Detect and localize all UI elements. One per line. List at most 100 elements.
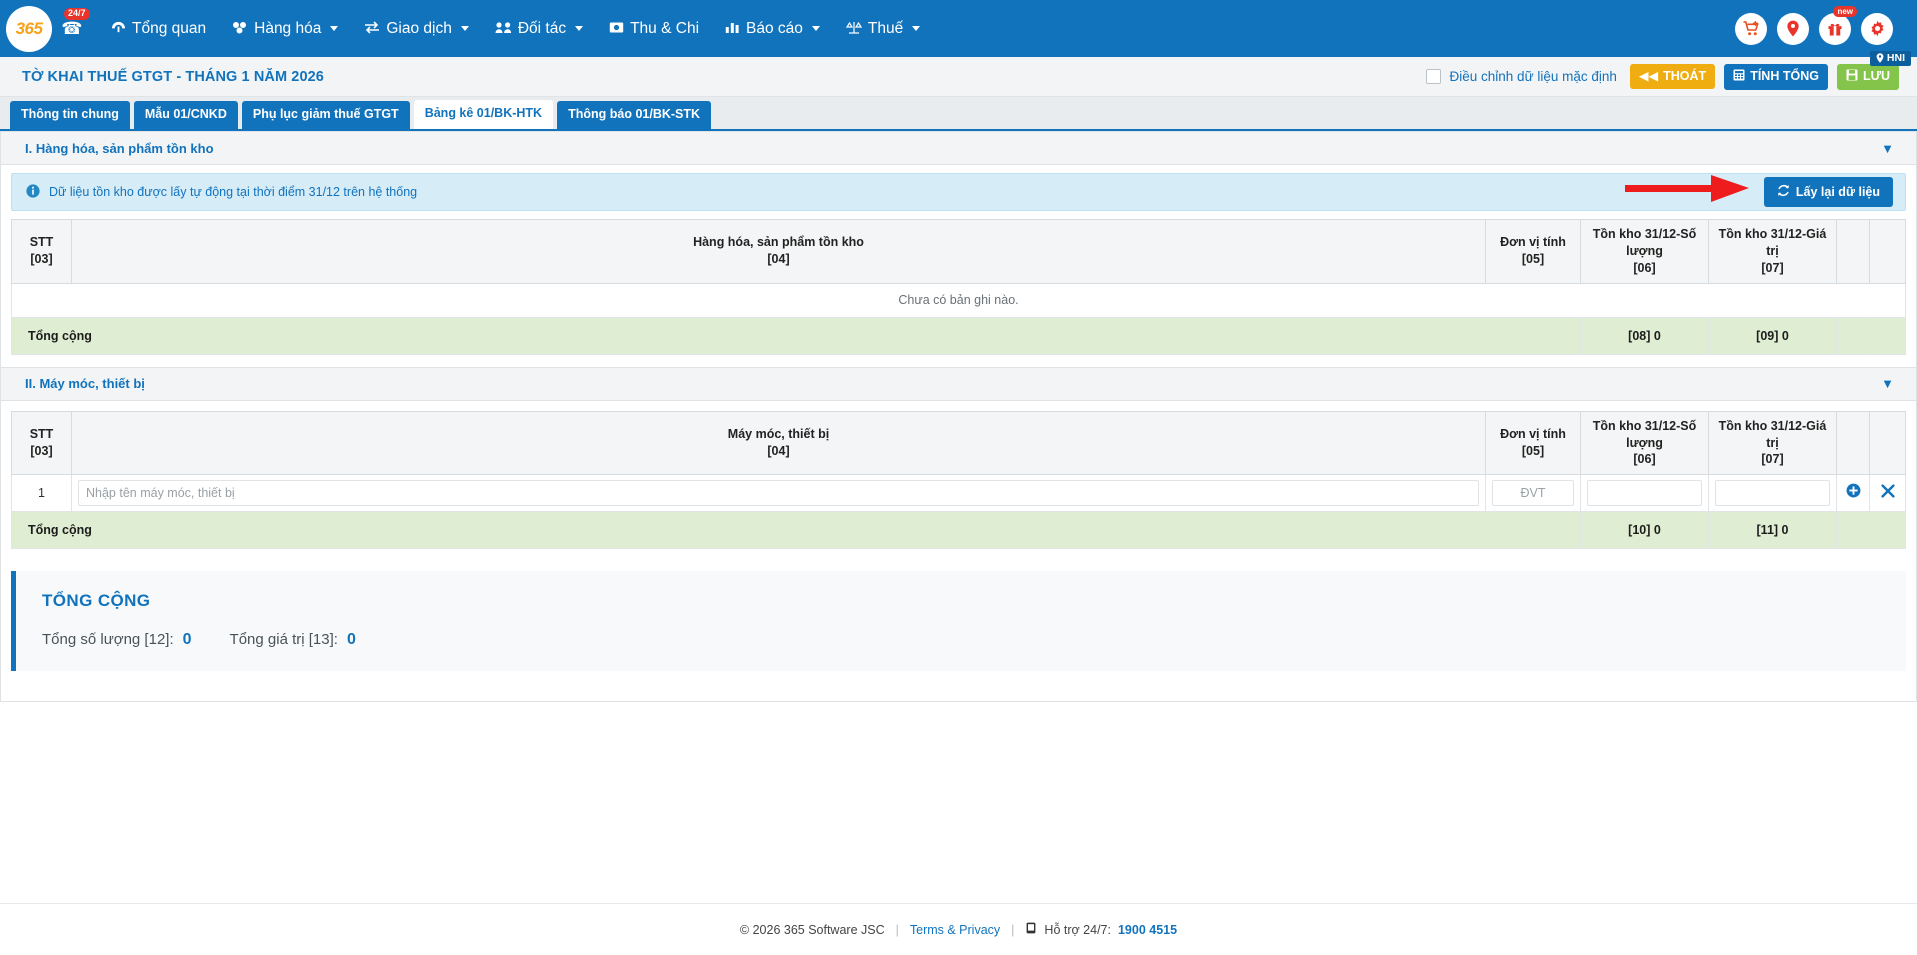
col-header-line2: [04]: [767, 252, 790, 267]
quantity-input[interactable]: [1587, 480, 1702, 507]
col-header-action-add: [1836, 219, 1870, 284]
table-header-row: STT [03] Máy móc, thiết bị [04] Đơn vị t…: [11, 410, 1906, 476]
inventory-info-bar: Dữ liệu tồn kho được lấy tự động tại thờ…: [11, 173, 1906, 211]
exit-button-label: THOÁT: [1663, 69, 1707, 83]
section-2-title: II. Máy móc, thiết bị: [25, 376, 145, 392]
nav-label: Hàng hóa: [254, 19, 322, 37]
tab-bang-ke-01-bk-htk[interactable]: Bảng kê 01/BK-HTK: [413, 100, 554, 129]
col-header-stt: STT [03]: [11, 219, 72, 284]
inventory-info-text: Dữ liệu tồn kho được lấy tự động tại thờ…: [49, 185, 418, 199]
table-header-row: STT [03] Hàng hóa, sản phẩm tồn kho [04]…: [11, 219, 1906, 284]
section-header-may-moc[interactable]: II. Máy móc, thiết bị ▼: [1, 366, 1916, 401]
add-row-icon[interactable]: [1843, 483, 1863, 503]
adjust-default-data-checkbox[interactable]: [1425, 69, 1441, 84]
grand-total-box: TỔNG CỘNG Tổng số lượng [12]: 0 Tổng giá…: [11, 571, 1906, 672]
col-header-line1: Đơn vị tính: [1500, 235, 1566, 250]
money-icon: [609, 21, 624, 37]
chevron-down-icon[interactable]: ▼: [1881, 376, 1894, 392]
inventory-goods-table: STT [03] Hàng hóa, sản phẩm tồn kho [04]…: [11, 219, 1906, 355]
inventory-goods-table-head: STT [03] Hàng hóa, sản phẩm tồn kho [04]…: [11, 219, 1906, 284]
nav-item-giao-dich[interactable]: Giao dịch: [351, 14, 481, 44]
gear-icon[interactable]: [1861, 12, 1893, 45]
page-title-bar: TỜ KHAI THUẾ GTGT - THÁNG 1 NĂM 2026 Điề…: [0, 57, 1917, 97]
machinery-table-head: STT [03] Máy móc, thiết bị [04] Đơn vị t…: [11, 410, 1906, 476]
delete-row-icon[interactable]: [1876, 484, 1899, 503]
title-bar-actions: Điều chỉnh dữ liệu mặc định ◀◀ THOÁT TÍN…: [1425, 63, 1899, 90]
nav-item-doi-tac[interactable]: Đối tác: [482, 14, 596, 44]
grand-total-quantity-label: Tổng số lượng [12]:: [42, 631, 174, 649]
total-spacer-2: [1869, 316, 1906, 355]
col-header-action-add: [1836, 410, 1870, 476]
location-badge[interactable]: HNI: [1869, 51, 1911, 66]
row-delete-cell: [1869, 474, 1906, 513]
grand-total-value-label: Tổng giá trị [13]:: [229, 631, 338, 649]
adjust-default-data-checkbox-group: Điều chỉnh dữ liệu mặc định: [1425, 69, 1617, 84]
chevron-down-icon: [912, 26, 921, 31]
support-phone-icon[interactable]: 24/7 ☎: [56, 8, 90, 37]
tab-thong-bao-01-bk-stk[interactable]: Thông báo 01/BK-STK: [557, 101, 712, 129]
cart-plus-icon[interactable]: [1735, 12, 1767, 45]
footer-support-phone[interactable]: 1900 4515: [1117, 922, 1178, 937]
empty-state-row: Chưa có bản ghi nào.: [11, 282, 1906, 318]
chevron-down-icon: [811, 26, 820, 31]
nav-item-bao-cao[interactable]: Báo cáo: [712, 14, 833, 44]
tab-phu-luc-giam-thue-gtgt[interactable]: Phụ lục giảm thuế GTGT: [241, 101, 410, 129]
app-logo[interactable]: 365: [6, 5, 52, 52]
grand-total-value-value: 0: [346, 631, 356, 649]
info-bar-actions: Lấy lại dữ liệu: [1625, 175, 1893, 207]
empty-state-message: Chưa có bản ghi nào.: [11, 282, 1906, 318]
machinery-table: STT [03] Máy móc, thiết bị [04] Đơn vị t…: [11, 410, 1906, 550]
unit-input[interactable]: [1492, 480, 1574, 507]
chevron-down-icon[interactable]: ▼: [1881, 140, 1894, 156]
refetch-data-button-label: Lấy lại dữ liệu: [1795, 185, 1880, 199]
col-header-value: Tồn kho 31/12-Giá trị [07]: [1708, 219, 1837, 284]
nav-label: Thuế: [867, 19, 904, 37]
col-header-quantity: Tồn kho 31/12-Số lượng [06]: [1580, 219, 1709, 284]
calculate-total-button[interactable]: TÍNH TỔNG: [1724, 63, 1828, 90]
row-quantity-cell: [1580, 474, 1709, 513]
refresh-icon: [1777, 184, 1790, 200]
tab-thong-tin-chung[interactable]: Thông tin chung: [10, 101, 130, 129]
col-header-line2: [06]: [1633, 452, 1656, 467]
col-header-line2: [05]: [1521, 252, 1545, 267]
nav-label: Giao dịch: [386, 19, 452, 37]
grand-total-quantity-value: 0: [182, 631, 192, 649]
page-title: TỜ KHAI THUẾ GTGT - THÁNG 1 NĂM 2026: [22, 68, 324, 85]
col-header-line2: [03]: [30, 252, 53, 267]
grand-total-values: Tổng số lượng [12]: 0 Tổng giá trị [13]:…: [42, 631, 1880, 649]
col-header-line1: Tồn kho 31/12-Giá trị: [1718, 418, 1827, 450]
col-header-line1: Tồn kho 31/12-Giá trị: [1718, 227, 1827, 258]
badge-24-7: 24/7: [64, 8, 90, 20]
nav-item-hang-hoa[interactable]: Hàng hóa: [219, 14, 351, 44]
grand-total-quantity-group: Tổng số lượng [12]: 0: [42, 631, 192, 649]
col-header-line1: Tồn kho 31/12-Số lượng: [1592, 418, 1697, 450]
col-header-line1: Đơn vị tính: [1500, 427, 1566, 442]
row-stt: 1: [11, 474, 72, 513]
footer-terms-link[interactable]: Terms & Privacy: [909, 922, 1001, 937]
nav-item-thu-chi[interactable]: Thu & Chi: [596, 14, 712, 44]
chevron-down-icon: [330, 26, 339, 31]
chevron-down-icon: [575, 26, 584, 31]
topnav-right-icons: new: [1735, 5, 1907, 45]
gift-icon[interactable]: new: [1819, 5, 1857, 45]
section-header-hang-hoa[interactable]: I. Hàng hóa, sản phẩm tồn kho ▼: [1, 131, 1916, 165]
calculator-icon: [1733, 69, 1745, 85]
nav-item-tong-quan[interactable]: Tổng quan: [98, 14, 219, 44]
refetch-data-button[interactable]: Lấy lại dữ liệu: [1763, 177, 1893, 207]
grand-total-title: TỔNG CỘNG: [42, 591, 151, 611]
col-header-line2: [07]: [1761, 452, 1784, 467]
machinery-name-input[interactable]: [78, 480, 1479, 507]
location-badge-label: HNI: [1886, 52, 1905, 64]
footer-support-label: Hỗ trợ 24/7:: [1044, 922, 1111, 937]
save-button[interactable]: LƯU: [1836, 63, 1899, 90]
exit-button[interactable]: ◀◀ THOÁT: [1629, 64, 1716, 89]
declaration-form-panel: I. Hàng hóa, sản phẩm tồn kho ▼ Dữ liệu …: [0, 131, 1917, 703]
floppy-disk-icon: [1846, 69, 1858, 85]
nav-item-thue[interactable]: Thuế: [833, 14, 933, 44]
col-header-value: Tồn kho 31/12-Giá trị [07]: [1708, 410, 1837, 476]
tab-mau-01-cnkd[interactable]: Mẫu 01/CNKD: [133, 101, 238, 129]
nav-label: Tổng quan: [132, 19, 207, 37]
col-header-line1: Hàng hóa, sản phẩm tồn kho: [693, 235, 864, 250]
location-pin-icon[interactable]: [1777, 12, 1809, 45]
value-input[interactable]: [1715, 480, 1830, 507]
